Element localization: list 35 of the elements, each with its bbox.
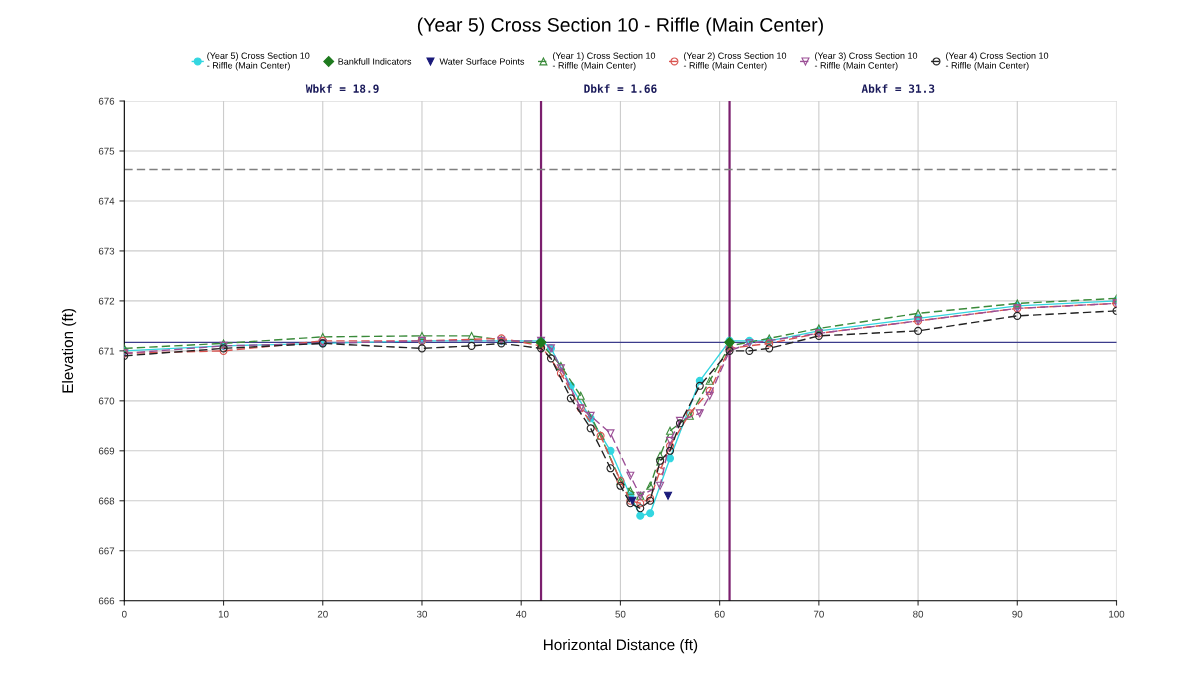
y-tick-label: 672	[98, 297, 115, 305]
text: Abkf = 31.3	[861, 84, 935, 93]
x-tick-label: 80	[913, 610, 924, 618]
y-tick-label: 669	[98, 447, 115, 455]
x-tick-label: 40	[516, 610, 527, 618]
x-tick-label: 10	[218, 610, 229, 618]
x-axis-title: Horizontal Distance (ft)	[543, 638, 698, 654]
x-tick-label: 70	[813, 610, 824, 618]
x-tick-label: 100	[1109, 610, 1125, 618]
y-axis-title: Elevation (ft)	[61, 308, 77, 393]
x-tick-label: 30	[416, 610, 427, 618]
text: Dbkf = 1.66	[584, 84, 657, 93]
chart-title: (Year 5) Cross Section 10 - Riffle (Main Center)	[417, 17, 823, 36]
x-tick-label: 20	[317, 610, 328, 618]
x-tick-label: 90	[1012, 610, 1023, 618]
y-tick-label: 668	[98, 497, 115, 505]
legend-label: (Year 4) Cross Section 10 - Riffle (Main Center)	[945, 52, 1049, 71]
y-tick-label: 673	[98, 247, 115, 255]
legend-label: (Year 2) Cross Section 10 - Riffle (Main Center)	[683, 52, 787, 71]
x-tick-label: 0	[122, 610, 127, 618]
y-tick-label: 667	[98, 547, 115, 555]
y-tick-label: 670	[98, 397, 115, 405]
y-tick-label: 674	[98, 197, 115, 205]
legend-label: (Year 1) Cross Section 10 - Riffle (Main Center)	[552, 52, 656, 71]
y-tick-label: 671	[98, 347, 115, 355]
legend-label: (Year 5) Cross Section 10 - Riffle (Main Center)	[207, 52, 310, 71]
y-tick-label: 675	[98, 147, 115, 155]
legend-label: Water Surface Points	[439, 58, 525, 65]
text: Wbkf = 18.9	[305, 84, 379, 93]
legend-label: (Year 3) Cross Section 10 - Riffle (Main Center)	[814, 52, 918, 71]
y-tick-label: 666	[98, 597, 115, 605]
y-tick-label: 676	[98, 97, 115, 105]
x-tick-label: 60	[714, 610, 725, 618]
legend-label: Bankfull Indicators	[338, 58, 412, 65]
x-tick-label: 50	[615, 610, 626, 618]
